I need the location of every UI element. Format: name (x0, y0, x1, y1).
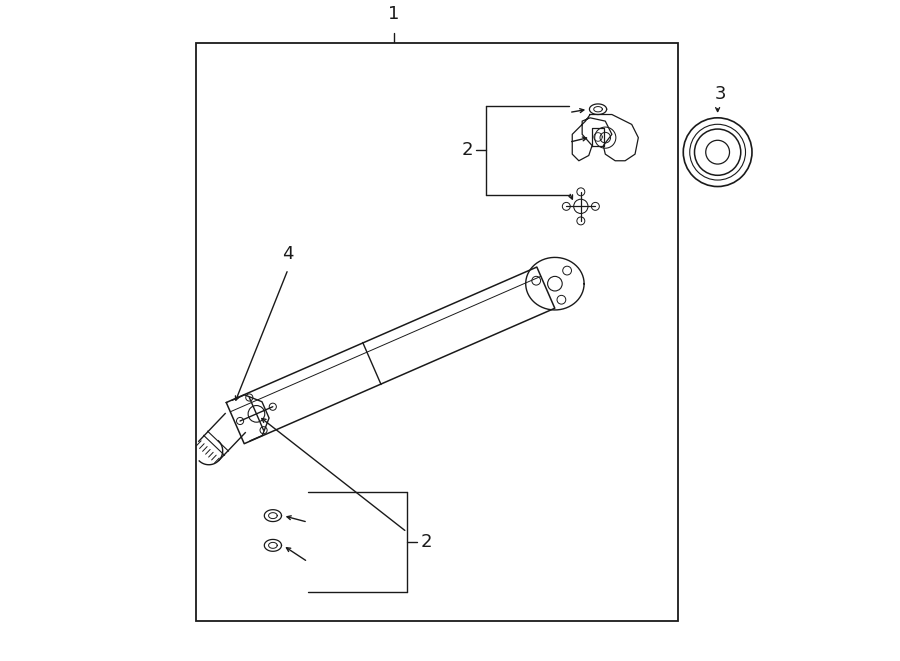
Text: 3: 3 (716, 85, 726, 102)
Text: 2: 2 (462, 141, 473, 159)
Text: 4: 4 (283, 245, 294, 262)
Bar (195, 43, 678, 621)
Text: 2: 2 (420, 533, 432, 551)
Text: 1: 1 (388, 5, 400, 23)
